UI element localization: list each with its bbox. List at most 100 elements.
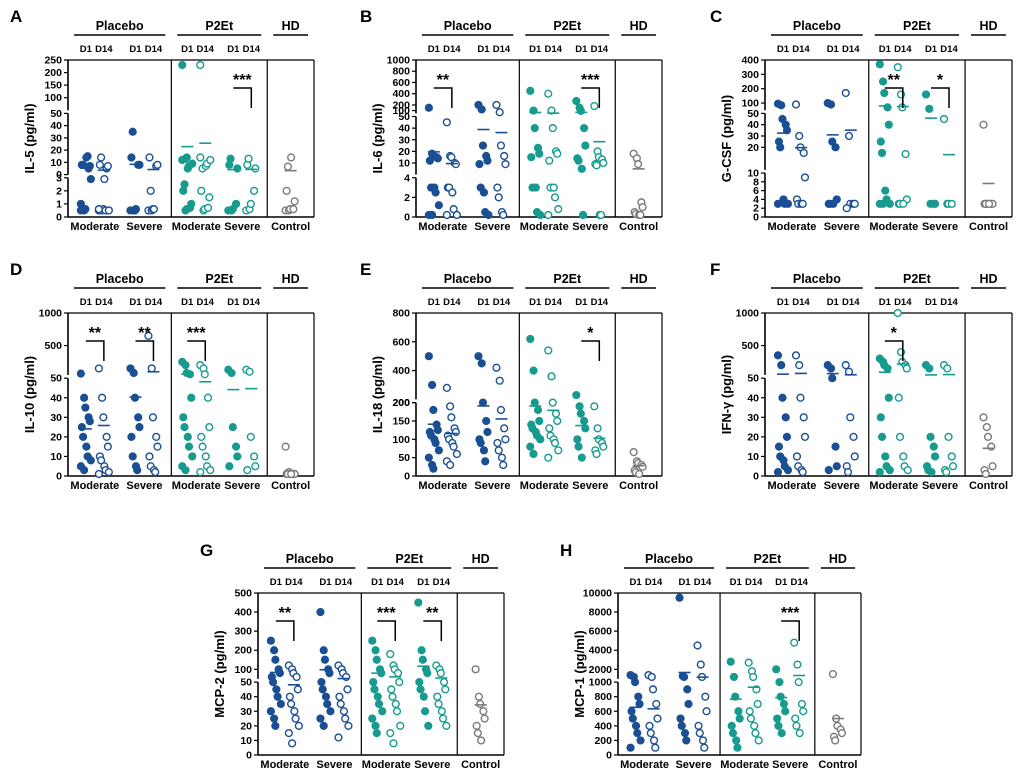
y-tick-label: 400 (234, 607, 252, 619)
data-point (433, 154, 442, 163)
data-point (884, 393, 893, 402)
data-point (895, 432, 905, 441)
data-point (389, 739, 398, 748)
data-point (680, 729, 690, 738)
data-point (484, 210, 493, 220)
data-point (129, 368, 138, 378)
data-point (988, 462, 997, 471)
x-category-severe: Severe (572, 221, 608, 233)
x-category-moderate: Moderate (768, 480, 817, 492)
data-point (675, 593, 684, 602)
data-point (850, 199, 859, 208)
data-point (82, 442, 91, 451)
day-label-d14: D14 (243, 297, 261, 308)
y-tick-label: 200 (741, 83, 759, 95)
group-header-hd: HD (630, 272, 648, 286)
data-point (374, 699, 384, 709)
data-point (828, 669, 838, 679)
data-point (134, 413, 143, 422)
data-point (196, 60, 205, 70)
data-point (530, 124, 539, 133)
data-point (631, 721, 641, 730)
data-point (128, 127, 137, 136)
data-point (94, 364, 103, 373)
panel-e: EIL-18 (pg/ml)050100150200200400600800Pl… (360, 260, 663, 492)
data-point (369, 677, 378, 687)
data-point (775, 677, 784, 687)
data-point (482, 416, 491, 426)
data-point (285, 692, 294, 701)
data-point (773, 714, 782, 723)
significance-label: * (587, 325, 594, 342)
data-point (371, 646, 380, 655)
y-tick-label: 50 (240, 677, 252, 689)
data-point (547, 372, 556, 381)
group-header-hd: HD (829, 552, 847, 566)
data-point (497, 453, 507, 462)
x-category-severe: Severe (572, 480, 608, 492)
data-point (492, 100, 501, 110)
day-label-d1: D1 (879, 297, 892, 308)
data-point (626, 743, 635, 752)
y-tick-label: 150 (44, 80, 62, 92)
x-category-severe: Severe (126, 480, 162, 492)
data-point (628, 714, 637, 723)
data-point (634, 692, 643, 701)
data-point (783, 466, 793, 475)
data-point (774, 442, 784, 451)
day-label-d1: D1 (80, 44, 93, 55)
data-point (554, 446, 563, 455)
group-header-p2et: P2Et (553, 272, 582, 286)
y-tick-label: 1000 (589, 677, 613, 689)
y-axis-label: IL-10 (pg/ml) (22, 356, 37, 433)
data-point (693, 641, 702, 650)
data-point (148, 413, 158, 422)
data-point (434, 699, 443, 709)
data-point (638, 462, 647, 471)
data-point (843, 467, 853, 477)
y-tick-label: 2 (753, 203, 759, 215)
day-label-d1: D1 (575, 297, 588, 308)
x-category-moderate: Moderate (260, 759, 309, 771)
data-point (180, 423, 189, 432)
data-point (479, 188, 489, 197)
data-point (893, 63, 902, 72)
group-header-hd: HD (472, 552, 490, 566)
day-label-d1: D1 (227, 44, 240, 55)
data-point (266, 636, 275, 645)
y-tick-label: 10 (50, 157, 62, 169)
data-point (416, 685, 425, 694)
day-label-d14: D14 (95, 44, 113, 55)
data-point (246, 199, 255, 209)
data-point (178, 60, 187, 70)
data-point (269, 677, 278, 687)
data-point (832, 462, 841, 471)
data-point (481, 457, 490, 466)
y-tick-label: 400 (392, 88, 410, 100)
data-point (529, 366, 538, 375)
data-point (436, 669, 445, 678)
data-point (984, 199, 994, 208)
data-point (926, 432, 935, 441)
data-point (424, 103, 433, 112)
data-point (476, 699, 485, 709)
data-point (831, 442, 840, 451)
significance-bracket (433, 87, 453, 108)
x-category-severe: Severe (224, 221, 260, 233)
data-point (535, 416, 544, 426)
data-point (501, 435, 510, 444)
group-header-hd: HD (282, 272, 300, 286)
data-point (205, 193, 214, 202)
data-point (319, 721, 328, 730)
data-point (474, 692, 483, 701)
data-point (636, 736, 645, 745)
data-point (449, 442, 458, 451)
y-tick-label: 8 (753, 176, 759, 188)
y-tick-label: 250 (44, 55, 62, 67)
day-label-d1: D1 (529, 297, 542, 308)
x-category-moderate: Moderate (172, 480, 221, 492)
x-category-control: Control (619, 480, 658, 492)
data-point (545, 424, 554, 433)
day-label-d1: D1 (319, 577, 332, 588)
data-point (797, 699, 807, 709)
